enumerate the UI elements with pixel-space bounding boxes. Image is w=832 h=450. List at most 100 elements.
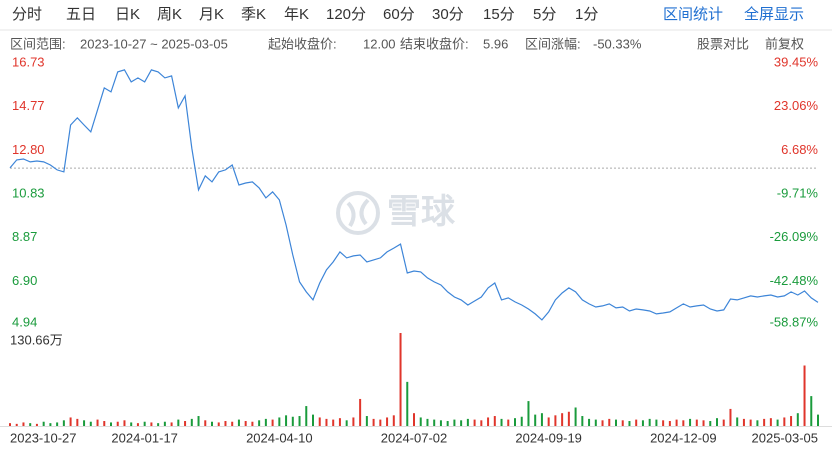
y-tick-label: 10.83 [12,186,45,201]
y-tick-label: 8.87 [12,229,37,244]
volume-bar [641,420,644,426]
volume-bar [574,407,577,426]
volume-bar [15,423,18,426]
tool-link[interactable]: 股票对比 [697,36,749,51]
tab[interactable]: 5分 [533,6,556,23]
x-tick-label: 2024-09-19 [515,430,582,445]
volume-bar [803,365,806,426]
volume-bar [231,421,234,426]
volume-bar [22,422,25,426]
y2-tick-label: 6.68% [781,142,818,157]
volume-bar [365,416,368,426]
tab[interactable]: 30分 [432,6,464,23]
price-line [9,69,819,321]
volume-bar [817,414,819,426]
volume-bar [177,419,180,426]
tab[interactable]: 1分 [575,6,598,23]
summary-text: -50.33% [593,36,642,51]
volume-bar [534,414,537,426]
volume-bar [379,419,382,426]
volume-bar [729,408,732,426]
volume-bar [271,419,274,426]
tab[interactable]: 60分 [383,6,415,23]
x-tick-label: 2024-12-09 [650,430,717,445]
volume-bar [49,423,52,426]
volume-bar [561,413,564,426]
volume-bar [742,418,745,426]
volume-bar [116,421,119,426]
volume-bar [540,413,543,426]
volume-bar [69,417,72,426]
volume-bar [237,419,240,426]
volume-bar [211,421,213,426]
summary-text: 起始收盘价: [268,36,337,51]
volume-bar [62,420,65,426]
action-link[interactable]: 区间统计 [663,6,723,23]
volume-bar [776,419,779,426]
volume-bar [204,420,207,426]
volume-bar [689,418,692,426]
y2-tick-label: 23.06% [774,98,819,113]
volume-bar [110,422,112,426]
volume-bar [258,420,261,426]
volume-bar [769,418,772,426]
volume-bar [264,418,267,426]
tab[interactable]: 日K [115,6,140,23]
tool-link[interactable]: 前复权 [765,36,804,51]
volume-bar [695,419,698,426]
volume-bar [352,417,355,426]
volume-bar [386,417,389,426]
volume-bar [675,419,678,426]
volume-bar [702,420,705,426]
volume-bar [662,420,665,426]
y2-tick-label: -9.71% [777,185,819,200]
volume-bar [756,420,759,426]
volume-bar [163,421,166,426]
tab[interactable]: 季K [241,6,266,23]
volume-bar [480,420,483,426]
volume-bar [581,416,584,426]
volume-bar [419,417,422,426]
x-tick-label: 2024-07-02 [381,430,448,445]
volume-bar [554,415,557,426]
volume-bar [332,419,335,426]
volume-bar [763,418,766,426]
volume-bar [291,416,294,426]
volume-bar [136,423,139,426]
volume-bar [338,418,341,426]
tab[interactable]: 15分 [483,6,515,23]
action-link[interactable]: 全屏显示 [744,5,804,23]
volume-bar [406,381,409,426]
volume-bar [547,417,550,426]
tab[interactable]: 年K [284,6,309,23]
volume-bar [103,421,106,426]
tab[interactable]: 五日 [66,6,96,23]
volume-bar [615,419,617,426]
tab[interactable]: 分时 [12,6,42,23]
tab[interactable]: 周K [157,6,182,23]
y2-tick-label: -42.48% [770,273,819,288]
summary-text: 区间范围: [10,36,66,51]
volume-bar [9,423,11,426]
x-tick-label: 2025-03-05 [752,430,819,445]
y2-tick-label: -58.87% [770,314,819,329]
volume-bar [460,420,463,426]
tab[interactable]: 120分 [326,6,366,23]
volume-bar [668,421,671,426]
y2-tick-label: 39.45% [774,54,819,69]
volume-bar [439,420,442,426]
volume-bar [123,420,126,426]
summary-text: 结束收盘价: [400,36,469,51]
summary-text: 2023-10-27 ~ 2025-03-05 [80,36,228,51]
volume-bar [251,421,254,426]
volume-bar [170,422,173,426]
volume-bar [635,419,638,426]
summary-text: 12.00 [363,36,396,51]
volume-bar [487,417,490,426]
y2-tick-label: -26.09% [770,229,819,244]
tab[interactable]: 月K [199,6,224,23]
volume-bar [749,419,752,426]
volume-bar [453,419,456,426]
